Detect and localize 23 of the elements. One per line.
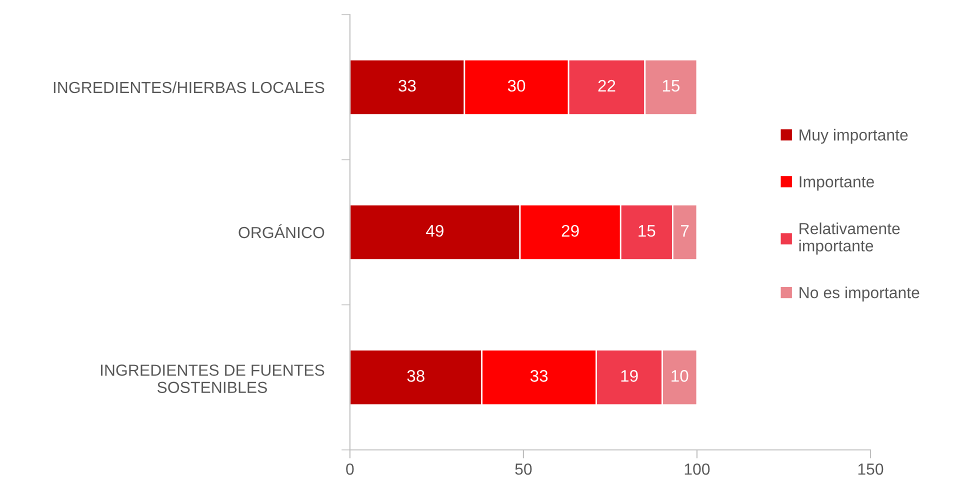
data-label: 22 [598,80,616,92]
y-tick-label: INGREDIENTES DE FUENTES SOSTENIBLES [100,364,324,394]
data-label: 49 [426,224,444,237]
data-label: 19 [621,370,638,382]
legend-label: Muy importante [800,128,908,144]
data-label: 29 [562,224,579,237]
x-tick-label: 50 [515,463,532,475]
data-label: 15 [662,80,680,92]
data-label: 15 [638,225,656,237]
legend-label: Relativamente importante [799,222,900,255]
legend-label: Importante [800,176,874,191]
x-tick-label: 0 [346,463,354,475]
data-label: 10 [672,370,688,382]
data-label: 33 [530,370,548,382]
data-label: 33 [398,80,416,92]
y-tick-label: INGREDIENTES/HIERBAS LOCALES [54,81,324,94]
y-tick-label: ORGÁNICO [238,224,324,238]
x-tick-label: 150 [858,463,884,475]
legend-label: No es importante [800,286,920,302]
data-label: 7 [681,225,689,237]
data-label: 30 [508,80,526,92]
x-tick-label: 100 [684,463,710,475]
data-label: 38 [407,370,424,382]
